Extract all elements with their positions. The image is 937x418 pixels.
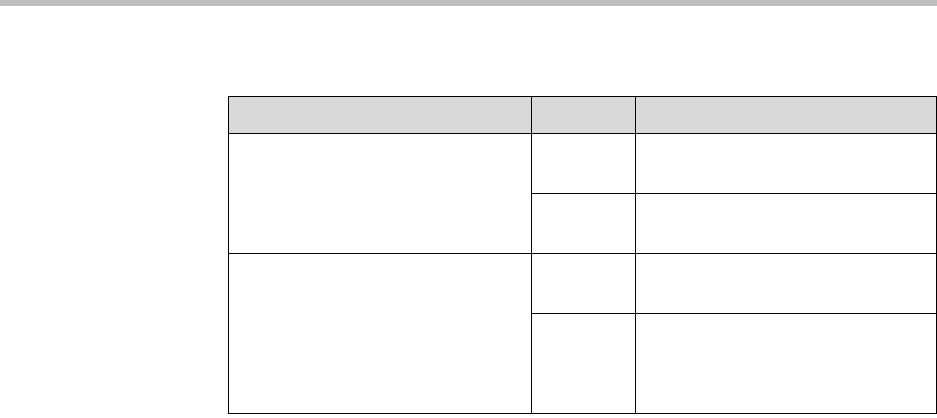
table-cell — [531, 313, 636, 414]
table-cell — [228, 253, 532, 414]
table-row — [228, 253, 937, 414]
header-cell-2 — [531, 96, 636, 134]
top-bar — [0, 0, 937, 6]
table-cell — [635, 133, 937, 194]
header-cell-1 — [228, 96, 532, 134]
table-cell — [635, 253, 937, 314]
data-table — [228, 96, 937, 414]
table-cell — [531, 253, 636, 314]
header-cell-3 — [635, 96, 937, 134]
table-cell — [635, 193, 937, 254]
table-row — [229, 313, 937, 414]
table-row — [228, 133, 937, 254]
table-cell — [228, 133, 532, 254]
table-cell — [531, 193, 636, 254]
table-header-row — [228, 96, 937, 134]
table-cell — [531, 133, 636, 194]
table-cell — [635, 313, 937, 414]
